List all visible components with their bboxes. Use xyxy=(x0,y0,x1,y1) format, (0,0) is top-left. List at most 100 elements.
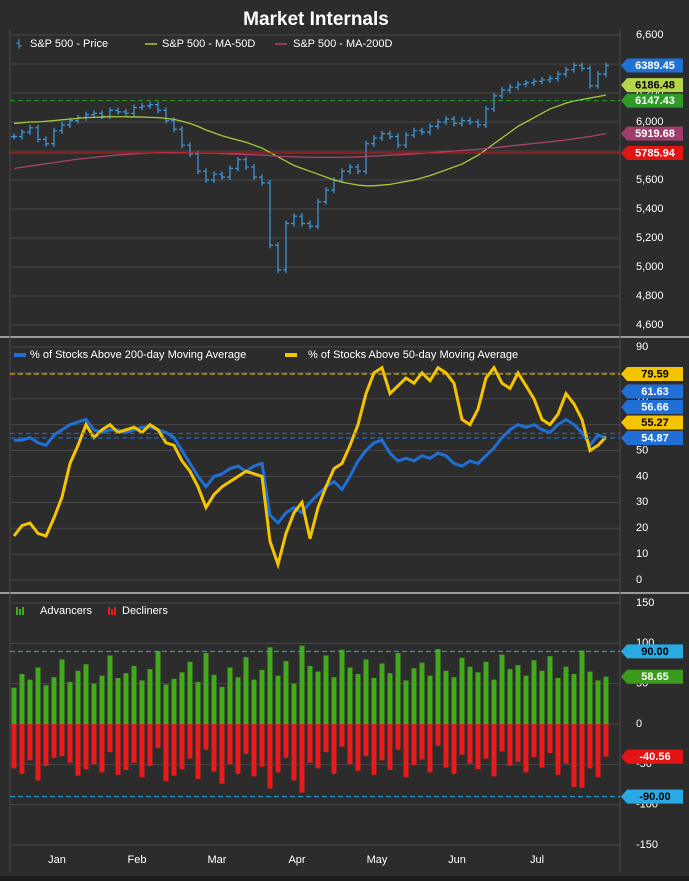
price-bar xyxy=(491,92,497,112)
bar xyxy=(83,724,89,770)
price-bar xyxy=(515,81,521,91)
bar xyxy=(243,657,249,724)
value-label: 55.27 xyxy=(641,417,669,429)
price-bar xyxy=(315,198,321,230)
price-bar xyxy=(347,163,353,175)
price-bar xyxy=(35,124,41,143)
value-label: 61.63 xyxy=(641,386,669,398)
bar xyxy=(299,645,305,724)
bar xyxy=(539,724,545,768)
series-line xyxy=(13,94,607,187)
bar xyxy=(491,679,497,724)
value-label: 6147.43 xyxy=(635,95,675,107)
value-box xyxy=(621,644,683,659)
bar xyxy=(291,724,297,781)
value-box xyxy=(621,415,683,430)
value-box xyxy=(621,146,683,161)
value-box xyxy=(621,384,683,399)
x-tick-label: Mar xyxy=(208,854,227,866)
bar xyxy=(195,682,201,724)
bar xyxy=(491,724,497,777)
bar xyxy=(139,724,145,778)
bar xyxy=(43,724,49,766)
bar xyxy=(139,680,145,724)
bar xyxy=(91,724,97,765)
price-bar xyxy=(243,156,249,170)
y-tick-label: 90 xyxy=(636,341,648,353)
bar xyxy=(419,662,425,724)
legend-label: Decliners xyxy=(122,605,168,617)
bar xyxy=(35,667,41,724)
price-bar xyxy=(179,126,185,149)
bar xyxy=(99,675,105,724)
price-bar xyxy=(139,103,145,111)
bar xyxy=(19,724,25,775)
bar xyxy=(515,724,521,762)
price-bar xyxy=(227,165,233,181)
value-label: 79.59 xyxy=(641,368,669,380)
price-bar xyxy=(467,117,473,125)
bar xyxy=(195,724,201,779)
bar xyxy=(171,724,177,776)
legend-icon xyxy=(111,609,113,615)
price-bar xyxy=(507,84,513,94)
bar xyxy=(547,656,553,724)
bar xyxy=(155,724,161,749)
y-tick-label: 30 xyxy=(636,496,648,508)
bar xyxy=(307,724,313,763)
bar xyxy=(547,724,553,754)
y-tick-label: 0 xyxy=(636,574,642,586)
value-label: 90.00 xyxy=(641,646,669,658)
value-box xyxy=(621,669,683,684)
bar xyxy=(411,668,417,724)
legend-icon xyxy=(16,39,22,49)
bar xyxy=(75,670,81,724)
price-bar xyxy=(539,76,545,85)
price-bar xyxy=(59,121,65,134)
bar xyxy=(67,682,73,724)
bar xyxy=(363,659,369,724)
y-tick-label: 150 xyxy=(636,597,654,609)
bar xyxy=(27,679,33,724)
bar xyxy=(587,671,593,724)
bar xyxy=(395,724,401,750)
bar xyxy=(227,667,233,724)
bar xyxy=(91,683,97,724)
bar xyxy=(11,724,17,769)
bar xyxy=(459,657,465,724)
bar xyxy=(355,724,361,771)
bar xyxy=(435,648,441,724)
y-tick-label: 20 xyxy=(636,522,648,534)
bar xyxy=(131,724,137,763)
value-label: -40.56 xyxy=(639,751,670,763)
value-label: -90.00 xyxy=(639,791,670,803)
bar xyxy=(523,724,529,773)
bar xyxy=(11,687,17,724)
price-bar xyxy=(371,134,377,147)
y-tick-label: 0 xyxy=(636,718,642,730)
price-bar xyxy=(531,78,537,86)
bar xyxy=(83,664,89,724)
price-bar xyxy=(387,130,393,140)
legend-icon xyxy=(114,607,116,615)
bar xyxy=(403,724,409,778)
bar xyxy=(563,724,569,764)
bar xyxy=(51,677,57,724)
value-box xyxy=(621,749,683,764)
price-bar xyxy=(579,62,585,72)
bar xyxy=(339,724,345,747)
legend-icon xyxy=(108,607,110,615)
bar xyxy=(259,724,265,767)
bar xyxy=(443,670,449,724)
price-bar xyxy=(283,220,289,273)
y-tick-label: 4,600 xyxy=(636,319,664,331)
bar xyxy=(67,724,73,763)
bar xyxy=(523,675,529,724)
bar xyxy=(387,673,393,724)
bar xyxy=(371,724,377,775)
bar xyxy=(243,724,249,754)
bar xyxy=(475,672,481,724)
bar xyxy=(179,724,185,770)
bar xyxy=(571,673,577,724)
y-tick-label: 5,200 xyxy=(636,232,664,244)
